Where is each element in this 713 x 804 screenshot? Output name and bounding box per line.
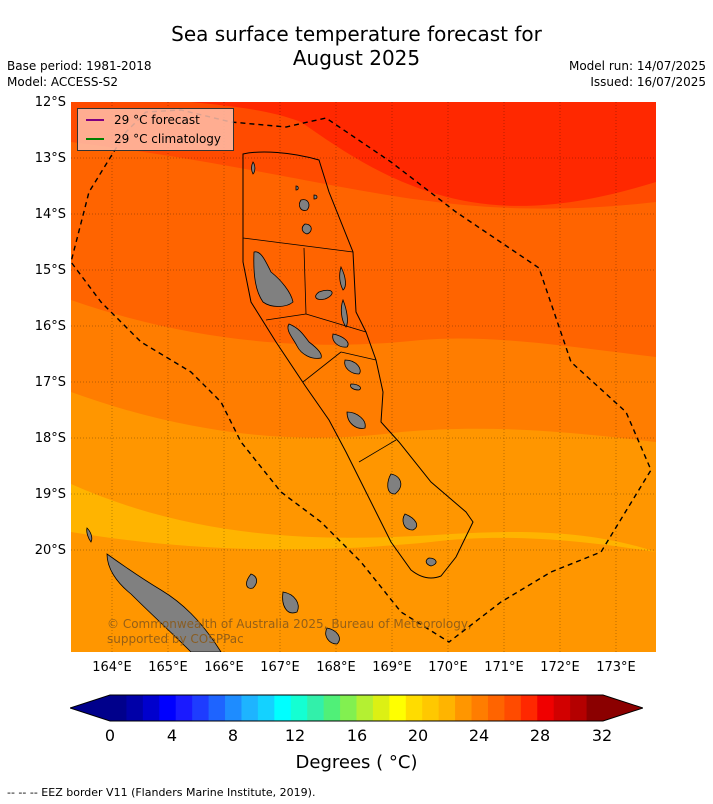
colorbar-cell [471, 695, 489, 721]
colorbar-tick-label: 28 [529, 726, 551, 745]
lon-label: 168°E [316, 660, 356, 675]
meta-left: Base period: 1981-2018 Model: ACCESS-S2 [7, 58, 152, 90]
base-period: Base period: 1981-2018 [7, 59, 152, 73]
lat-label: 15°S [34, 263, 66, 278]
colorbar-cell [307, 695, 325, 721]
lat-label: 13°S [34, 151, 66, 166]
model-name: Model: ACCESS-S2 [7, 75, 119, 89]
lon-label: 169°E [372, 660, 412, 675]
colorbar-cell [389, 695, 407, 721]
lat-label: 12°S [34, 95, 66, 110]
colorbar-cell [455, 695, 473, 721]
title-line-1: Sea surface temperature forecast for [171, 22, 542, 46]
lon-label: 164°E [92, 660, 132, 675]
colorbar-cells [110, 695, 604, 721]
colorbar-cell [274, 695, 292, 721]
lat-label: 18°S [34, 431, 66, 446]
legend: 29 °C forecast 29 °C climatology [77, 108, 234, 151]
colorbar-cell [159, 695, 177, 721]
colorbar-tick-label: 0 [104, 726, 116, 745]
colorbar-tick-label: 16 [346, 726, 368, 745]
colorbar-cell [142, 695, 160, 721]
province-borders [242, 237, 397, 463]
colorbar-cell [520, 695, 538, 721]
lon-label: 172°E [540, 660, 580, 675]
colorbar-cell [356, 695, 374, 721]
colorbar-cell [126, 695, 144, 721]
colorbar-cell [372, 695, 390, 721]
eez-footnote: -- -- -- EEZ border V11 (Flanders Marine… [7, 786, 316, 799]
colorbar [70, 694, 643, 722]
colorbar-cell [504, 695, 522, 721]
colorbar-tick-label: 8 [227, 726, 239, 745]
climatology-swatch [86, 138, 104, 140]
lon-label: 171°E [484, 660, 524, 675]
lon-label: 173°E [596, 660, 636, 675]
colorbar-cell [487, 695, 505, 721]
colorbar-cell [290, 695, 308, 721]
colorbar-tick-label: 4 [166, 726, 178, 745]
legend-forecast: 29 °C forecast [86, 112, 200, 128]
lon-label: 165°E [148, 660, 188, 675]
colorbar-cell [405, 695, 423, 721]
colorbar-tick-label: 32 [591, 726, 613, 745]
eez-border [71, 109, 652, 643]
lat-label: 16°S [34, 319, 66, 334]
colorbar-cell [553, 695, 571, 721]
colorbar-cell [570, 695, 588, 721]
lon-label: 170°E [428, 660, 468, 675]
lon-label: 166°E [204, 660, 244, 675]
legend-climatology-label: 29 °C climatology [114, 132, 222, 146]
islands [86, 161, 437, 652]
lat-label: 20°S [34, 543, 66, 558]
colorbar-cell [422, 695, 440, 721]
colorbar-outline [70, 694, 643, 722]
model-run: Model run: 14/07/2025 [568, 59, 706, 73]
colorbar-cell [175, 695, 193, 721]
colorbar-cell [586, 695, 604, 721]
colorbar-tick-label: 12 [284, 726, 306, 745]
sst-map [71, 102, 656, 652]
colorbar-cell [192, 695, 210, 721]
colorbar-tick-label: 20 [407, 726, 429, 745]
copyright-notice: © Commonwealth of Australia 2025, Bureau… [107, 617, 472, 646]
lat-label: 19°S [34, 487, 66, 502]
legend-forecast-label: 29 °C forecast [114, 113, 200, 127]
colorbar-title: Degrees ( °C) [295, 752, 418, 773]
meta-right: Model run: 14/07/2025 Issued: 16/07/2025 [569, 58, 706, 90]
colorbar-min-arrow [70, 695, 110, 721]
title-line-2: August 2025 [292, 46, 421, 70]
issued-date: Issued: 16/07/2025 [590, 75, 706, 89]
colorbar-cell [438, 695, 456, 721]
colorbar-cell [537, 695, 555, 721]
forecast-swatch [86, 119, 104, 121]
legend-climatology: 29 °C climatology [86, 131, 221, 147]
colorbar-tick-label: 24 [468, 726, 490, 745]
lat-label: 14°S [34, 207, 66, 222]
colorbar-cell [257, 695, 275, 721]
colorbar-cell [225, 695, 242, 721]
colorbar-cell [323, 695, 341, 721]
province-outline [242, 151, 474, 579]
map-title: Sea surface temperature forecast for Aug… [0, 22, 713, 70]
band-30 [191, 102, 656, 206]
lat-label: 17°S [34, 375, 66, 390]
colorbar-cell [241, 695, 259, 721]
colorbar-cell [340, 695, 357, 721]
colorbar-cell [110, 695, 127, 721]
colorbar-cell [208, 695, 226, 721]
lon-label: 167°E [260, 660, 300, 675]
colorbar-max-arrow [603, 695, 643, 721]
